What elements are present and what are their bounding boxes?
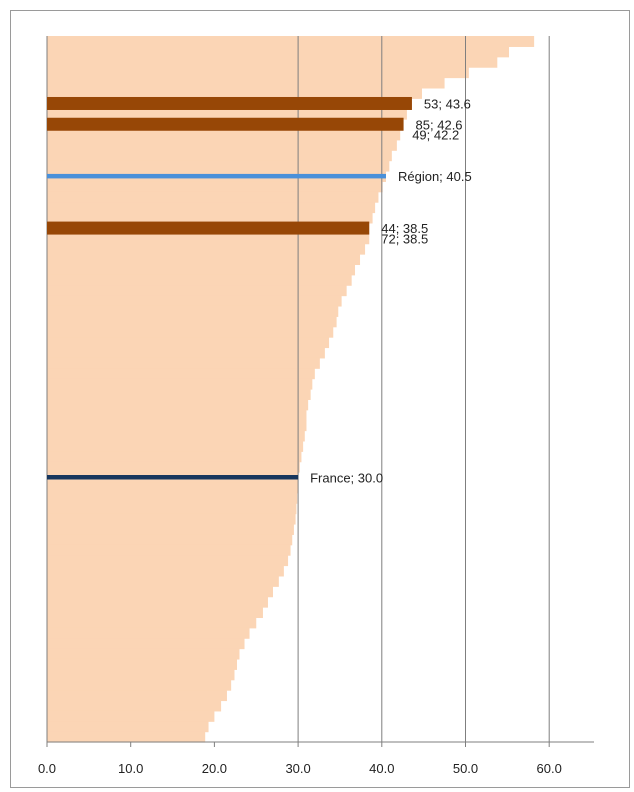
background-bar — [47, 305, 339, 317]
background-bar — [47, 638, 245, 650]
x-tick-label: 0.0 — [38, 761, 56, 776]
background-bar — [47, 254, 361, 266]
background-bar — [47, 492, 298, 504]
background-bar — [47, 409, 307, 421]
background-bar — [47, 295, 342, 307]
background-bar — [47, 731, 206, 743]
background-bar — [47, 337, 330, 349]
background-bar — [47, 513, 296, 525]
x-tick-label: 40.0 — [369, 761, 394, 776]
x-tick-label: 20.0 — [202, 761, 227, 776]
background-bar — [47, 420, 307, 432]
background-bar — [47, 482, 299, 494]
background-bar — [47, 430, 305, 442]
background-bar — [47, 451, 302, 463]
background-bar — [47, 274, 352, 286]
background-bar — [47, 627, 250, 639]
background-bar — [47, 212, 373, 224]
background-bar — [47, 679, 232, 691]
background-bar — [47, 264, 356, 276]
background-bar — [47, 555, 289, 567]
highlight-bar — [47, 173, 386, 179]
x-tick-label: 10.0 — [118, 761, 143, 776]
background-bar — [47, 129, 401, 141]
background-bar — [47, 534, 293, 546]
background-bar — [47, 87, 422, 99]
background-bar — [47, 36, 535, 47]
data-label: 53; 43.6 — [424, 96, 471, 111]
background-bar — [47, 544, 291, 556]
background-bar — [47, 607, 263, 619]
data-label: 44; 38.5 — [381, 221, 428, 236]
background-bar — [47, 586, 273, 598]
highlight-bar — [47, 117, 404, 131]
background-bar — [47, 326, 334, 338]
background-bar — [47, 202, 376, 214]
x-tick-label: 60.0 — [537, 761, 562, 776]
background-bar — [47, 357, 320, 369]
background-bar — [47, 139, 397, 151]
background-bar — [47, 389, 311, 400]
background-bar — [47, 368, 315, 380]
background-bar — [47, 596, 268, 608]
x-tick-label: 30.0 — [285, 761, 310, 776]
background-bar — [47, 658, 237, 670]
background-bar — [47, 46, 510, 58]
background-bar — [47, 461, 300, 473]
background-bar — [47, 108, 407, 120]
background-bar — [47, 648, 240, 660]
background-bar — [47, 523, 294, 535]
highlight-bar — [47, 475, 299, 480]
background-bar — [47, 700, 222, 712]
background-bar — [47, 347, 325, 359]
background-bar — [47, 181, 383, 193]
highlight-bar — [47, 96, 412, 110]
data-label: 49; 42.2 — [412, 128, 459, 143]
background-bar — [47, 150, 392, 162]
background-bar — [47, 67, 469, 79]
background-bar — [47, 56, 498, 68]
background-bar — [47, 191, 379, 203]
data-label: 72; 38.5 — [381, 231, 428, 246]
background-bar — [47, 575, 279, 587]
background-bar — [47, 77, 445, 89]
background-bar — [47, 399, 309, 411]
background-bar — [47, 565, 284, 577]
highlight-bar — [47, 221, 370, 235]
background-bar — [47, 440, 304, 452]
background-bar — [47, 710, 215, 722]
background-bar — [47, 316, 337, 328]
x-tick-label: 50.0 — [453, 761, 478, 776]
data-label: France; 30.0 — [310, 470, 383, 485]
data-label: Région; 40.5 — [398, 169, 472, 184]
background-bar — [47, 243, 366, 255]
background-bar — [47, 669, 235, 681]
data-label: 85; 42.6 — [416, 117, 463, 132]
background-bar — [47, 690, 227, 702]
background-bar — [47, 378, 313, 390]
background-bar — [47, 617, 257, 629]
background-bar — [47, 233, 370, 245]
background-bar — [47, 503, 297, 515]
background-bar — [47, 160, 390, 172]
background-bar — [47, 285, 347, 297]
background-bar — [47, 721, 209, 733]
